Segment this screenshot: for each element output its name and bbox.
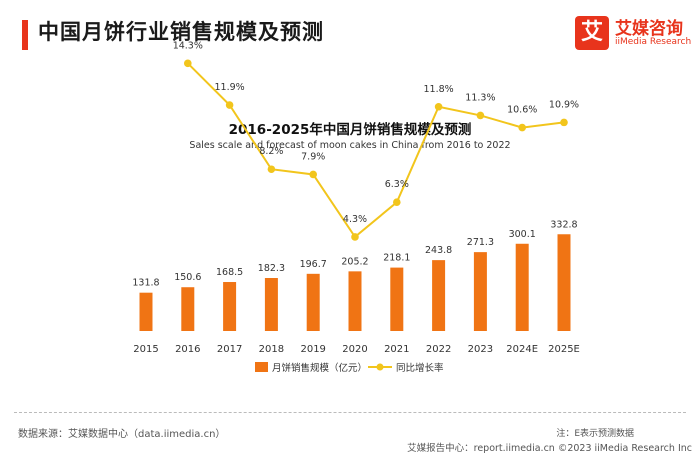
forecast-note: 注：E表示预测数据 — [556, 429, 634, 439]
x-tick-label-2021: 2021 — [384, 344, 409, 355]
bar-2020 — [348, 271, 362, 331]
growth-point-2019 — [309, 170, 318, 179]
growth-point-2017 — [225, 101, 234, 109]
legend-label-sales: 月饼销售规模（亿元） — [272, 362, 367, 374]
bar-2019 — [306, 273, 320, 331]
bar-2016 — [181, 287, 195, 331]
growth-label-2020: 4.3% — [343, 214, 367, 225]
legend-swatch-growth-dot — [376, 363, 384, 371]
bar-value-label-2017: 168.5 — [216, 267, 243, 278]
title-accent-bar — [22, 20, 28, 50]
page-title: 中国月饼行业销售规模及预测 — [38, 20, 324, 44]
x-tick-label-2015: 2015 — [133, 344, 158, 355]
brand-logo: 艾 艾媒咨询 iiMedia Research — [575, 12, 695, 56]
x-tick-label-2025E: 2025E — [548, 344, 580, 355]
bar-2017 — [223, 282, 237, 331]
x-tick-label-2016: 2016 — [175, 344, 200, 355]
x-tick-label-2022: 2022 — [426, 344, 451, 355]
bar-2022 — [432, 260, 446, 331]
bar-2024E — [515, 243, 529, 331]
bar-2021 — [390, 267, 404, 331]
x-tick-label-2024E: 2024E — [506, 344, 538, 355]
bar-value-label-2021: 218.1 — [383, 253, 410, 264]
growth-point-2025E — [560, 118, 568, 127]
x-tick-label-2018: 2018 — [259, 344, 284, 355]
x-tick-label-2023: 2023 — [468, 344, 493, 355]
data-source: 数据来源：艾媒数据中心（data.iimedia.cn） — [18, 429, 226, 440]
growth-label-2023: 11.3% — [465, 92, 495, 103]
growth-point-2016 — [184, 59, 192, 68]
growth-label-2021: 6.3% — [385, 179, 409, 190]
bar-value-label-2024E: 300.1 — [509, 229, 536, 240]
bar-value-label-2025E: 332.8 — [550, 219, 577, 230]
brand-name: 艾媒咨询 — [615, 19, 683, 39]
growth-label-2017: 11.9% — [215, 82, 245, 93]
bar-2025E — [557, 234, 571, 331]
bar-value-label-2022: 243.8 — [425, 245, 452, 256]
growth-point-2023 — [476, 111, 485, 120]
chart-subtitle: Sales scale and forecast of moon cakes i… — [189, 140, 511, 151]
bar-2015 — [139, 292, 153, 331]
growth-point-2024E — [518, 123, 526, 132]
growth-point-2022 — [434, 102, 443, 111]
growth-label-2019: 7.9% — [301, 151, 325, 162]
bar-2023 — [473, 252, 487, 331]
legend-swatch-sales — [255, 362, 268, 372]
x-tick-label-2017: 2017 — [217, 344, 242, 355]
bar-value-label-2016: 150.6 — [174, 272, 201, 283]
x-tick-label-2019: 2019 — [300, 344, 325, 355]
bar-value-label-2015: 131.8 — [132, 278, 159, 289]
legend-label-growth: 同比增长率 — [396, 362, 444, 374]
bar-value-label-2023: 271.3 — [467, 237, 494, 248]
growth-point-2021 — [393, 198, 401, 207]
bar-2018 — [264, 278, 278, 331]
growth-point-2020 — [351, 233, 359, 241]
footer-divider — [14, 412, 686, 413]
logo-icon: 艾 — [575, 16, 609, 50]
bar-value-label-2019: 196.7 — [300, 259, 327, 270]
growth-label-2025E: 10.9% — [549, 99, 579, 110]
chart-title: 2016-2025年中国月饼销售规模及预测 — [228, 122, 472, 138]
growth-point-2018 — [267, 165, 276, 174]
bar-value-label-2018: 182.3 — [258, 263, 285, 274]
bar-value-label-2020: 205.2 — [341, 256, 368, 267]
growth-label-2022: 11.8% — [424, 84, 454, 95]
copyright: 艾媒报告中心：report.iimedia.cn ©2023 iiMedia R… — [407, 443, 692, 454]
growth-label-2016: 14.3% — [173, 40, 203, 51]
growth-rate-line — [187, 62, 565, 239]
brand-subtitle: iiMedia Research — [615, 37, 692, 47]
growth-label-2018: 8.2% — [259, 146, 283, 157]
x-tick-label-2020: 2020 — [342, 344, 367, 355]
growth-label-2024E: 10.6% — [507, 105, 537, 116]
